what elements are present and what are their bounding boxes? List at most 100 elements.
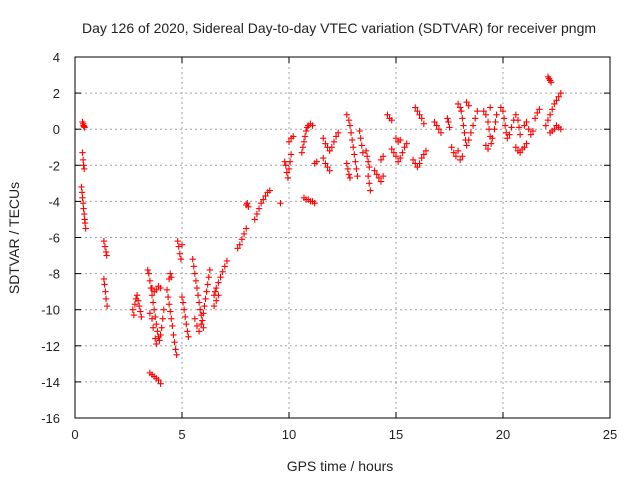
data-point xyxy=(236,241,243,248)
data-point xyxy=(309,122,316,129)
data-point xyxy=(388,116,395,124)
data-point xyxy=(504,135,511,142)
data-point xyxy=(320,135,327,142)
data-point xyxy=(353,165,360,173)
data-point xyxy=(414,107,421,115)
data-point xyxy=(515,124,523,131)
data-point xyxy=(450,149,457,156)
data-point xyxy=(544,116,552,124)
data-point xyxy=(157,331,164,339)
data-point xyxy=(343,160,350,167)
data-point xyxy=(283,169,291,176)
data-point xyxy=(364,172,372,180)
x-tick-label: 5 xyxy=(178,427,185,442)
plot-frame xyxy=(74,56,611,419)
data-point xyxy=(170,331,177,339)
data-point xyxy=(240,230,248,238)
y-tick-label: -4 xyxy=(48,194,60,209)
data-point xyxy=(379,153,387,160)
data-point xyxy=(298,149,306,156)
data-point xyxy=(223,257,231,265)
data-point xyxy=(150,306,158,313)
data-point xyxy=(454,100,462,108)
data-point xyxy=(146,310,154,317)
x-tick-label: 15 xyxy=(389,427,403,442)
data-point xyxy=(457,156,464,164)
data-point xyxy=(356,127,363,135)
data-point xyxy=(551,100,558,108)
data-point xyxy=(301,133,309,140)
data-point xyxy=(257,200,265,207)
data-point xyxy=(174,237,181,245)
data-point xyxy=(529,127,537,135)
data-point xyxy=(364,158,372,165)
data-point xyxy=(484,145,492,153)
data-point xyxy=(445,118,452,126)
data-point xyxy=(234,245,241,252)
data-point xyxy=(243,225,250,232)
data-point xyxy=(175,243,182,250)
data-point xyxy=(195,299,203,306)
data-point xyxy=(133,292,141,299)
data-point xyxy=(244,200,251,207)
x-tick-label: 10 xyxy=(282,427,296,442)
data-point xyxy=(130,311,138,319)
data-point xyxy=(148,284,156,292)
data-point xyxy=(512,111,520,118)
data-point xyxy=(501,122,509,129)
data-point xyxy=(144,266,151,274)
data-point xyxy=(80,162,87,169)
y-tick-label: -8 xyxy=(48,267,60,282)
data-point xyxy=(313,158,321,165)
data-point xyxy=(322,160,329,167)
data-point xyxy=(129,306,136,313)
data-point xyxy=(80,205,87,212)
data-point xyxy=(358,142,365,149)
data-point xyxy=(469,122,477,129)
data-point xyxy=(363,153,371,160)
y-tick-label: -12 xyxy=(41,339,60,354)
data-point xyxy=(200,310,207,317)
data-point xyxy=(171,338,178,346)
data-point xyxy=(463,98,470,106)
data-point xyxy=(300,138,308,146)
data-point xyxy=(266,187,273,194)
data-point xyxy=(330,138,338,146)
data-point xyxy=(335,129,342,137)
data-point xyxy=(437,129,445,137)
data-point xyxy=(103,302,111,310)
data-point xyxy=(202,295,209,303)
data-point xyxy=(484,118,492,126)
data-point xyxy=(199,317,206,324)
data-point xyxy=(332,133,340,140)
data-point xyxy=(262,192,269,200)
data-point xyxy=(555,93,562,100)
data-point xyxy=(362,147,370,155)
data-point xyxy=(251,216,258,223)
data-point xyxy=(454,147,462,155)
y-tick-label: 4 xyxy=(53,50,60,65)
data-point xyxy=(213,297,220,304)
data-point xyxy=(418,154,425,162)
data-point xyxy=(499,107,507,115)
data-point xyxy=(255,205,263,212)
data-point xyxy=(152,335,159,342)
data-point xyxy=(210,302,218,310)
data-point xyxy=(195,328,203,335)
data-point xyxy=(392,135,400,142)
data-point xyxy=(191,270,199,277)
data-point xyxy=(178,241,186,248)
data-point xyxy=(81,210,88,218)
data-point xyxy=(549,106,556,113)
data-point xyxy=(194,292,202,299)
data-point xyxy=(154,328,161,335)
chart-title: Day 126 of 2020, Sidereal Day-to-day VTE… xyxy=(82,20,596,36)
data-point xyxy=(547,79,555,86)
data-point xyxy=(138,313,145,321)
data-point xyxy=(178,293,186,301)
data-point xyxy=(348,136,356,144)
data-point xyxy=(457,104,464,111)
data-point xyxy=(81,165,88,173)
data-point xyxy=(357,135,364,142)
data-point xyxy=(482,111,490,118)
